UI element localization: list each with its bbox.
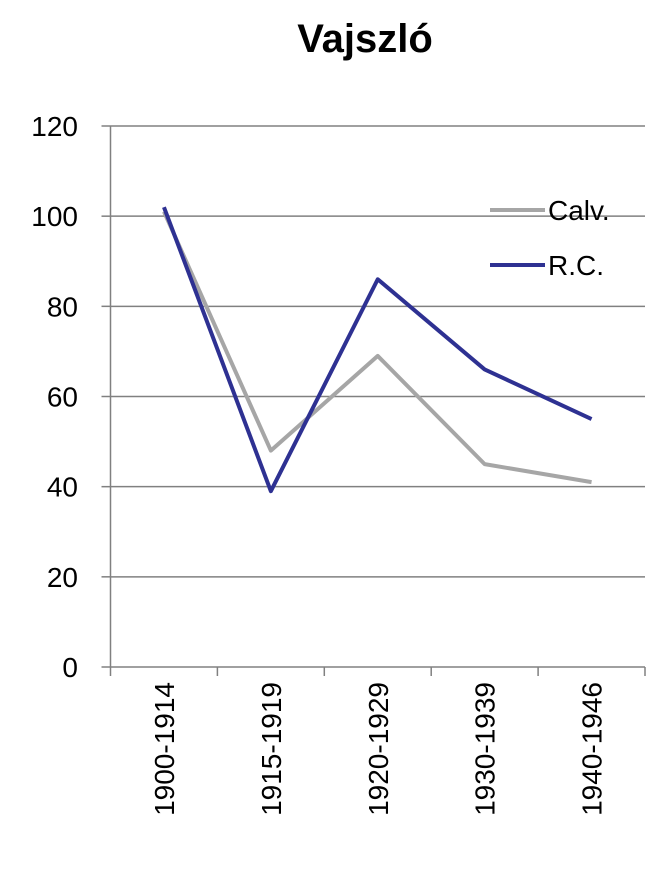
legend-label: R.C. xyxy=(548,250,604,281)
x-tick-label: 1940-1946 xyxy=(577,682,608,816)
chart-title: Vajszló xyxy=(297,17,433,61)
y-tick-label: 0 xyxy=(62,652,78,683)
y-tick-label: 120 xyxy=(31,111,78,142)
legend-label: Calv. xyxy=(548,195,610,226)
y-tick-label: 80 xyxy=(47,291,78,322)
x-tick-label: 1900-1914 xyxy=(149,682,180,816)
y-tick-label: 40 xyxy=(47,472,78,503)
y-tick-label: 20 xyxy=(47,562,78,593)
x-tick-label: 1915-1919 xyxy=(256,682,287,816)
x-tick-label: 1920-1929 xyxy=(363,682,394,816)
x-tick-label: 1930-1939 xyxy=(470,682,501,816)
y-tick-label: 100 xyxy=(31,201,78,232)
series-line xyxy=(162,210,592,485)
series-line xyxy=(162,206,593,494)
y-tick-label: 60 xyxy=(47,382,78,413)
